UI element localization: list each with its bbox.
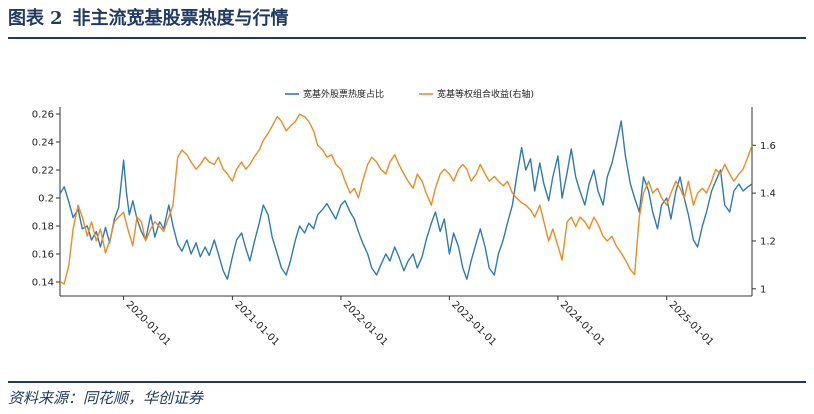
- x-tick-label: 2025-01-01: [667, 299, 716, 348]
- y2-tick-label: 1.6: [760, 141, 776, 152]
- x-tick-label: 2024-01-01: [558, 299, 607, 348]
- x-tick-label: 2021-01-01: [232, 299, 281, 348]
- y-tick-label: 0.24: [32, 138, 54, 149]
- bottom-rule: [8, 381, 806, 383]
- legend-label-2: 宽基等权组合收益(右轴): [437, 88, 534, 100]
- x-tick-label: 2022-01-01: [341, 299, 390, 348]
- y-tick-label: 0.26: [32, 110, 54, 121]
- series-line-1: [59, 120, 753, 280]
- y-tick-label: 0.18: [32, 222, 54, 233]
- figure-label: 图表: [8, 8, 44, 29]
- y2-tick-label: 1.2: [760, 236, 776, 247]
- y-tick-label: 0.22: [32, 166, 54, 177]
- y2-tick-label: 1.4: [760, 189, 776, 200]
- x-tick-label: 2023-01-01: [449, 299, 498, 348]
- top-rule: [8, 37, 806, 39]
- y-tick-label: 0.2: [38, 194, 54, 205]
- series-line-2: [59, 113, 753, 285]
- y-tick-label: 0.16: [32, 250, 54, 261]
- y2-tick-label: 1: [760, 284, 766, 295]
- legend-label-1: 宽基外股票热度占比: [303, 88, 384, 100]
- y-tick-label: 0.14: [32, 278, 54, 289]
- x-tick-label: 2020-01-01: [123, 299, 172, 348]
- source-note: 资料来源：同花顺，华创证券: [8, 389, 204, 407]
- figure-title: 图表 2 非主流宽基股票热度与行情: [8, 4, 289, 34]
- figure-number: 2: [50, 8, 63, 29]
- figure-title-text: 非主流宽基股票热度与行情: [72, 8, 289, 29]
